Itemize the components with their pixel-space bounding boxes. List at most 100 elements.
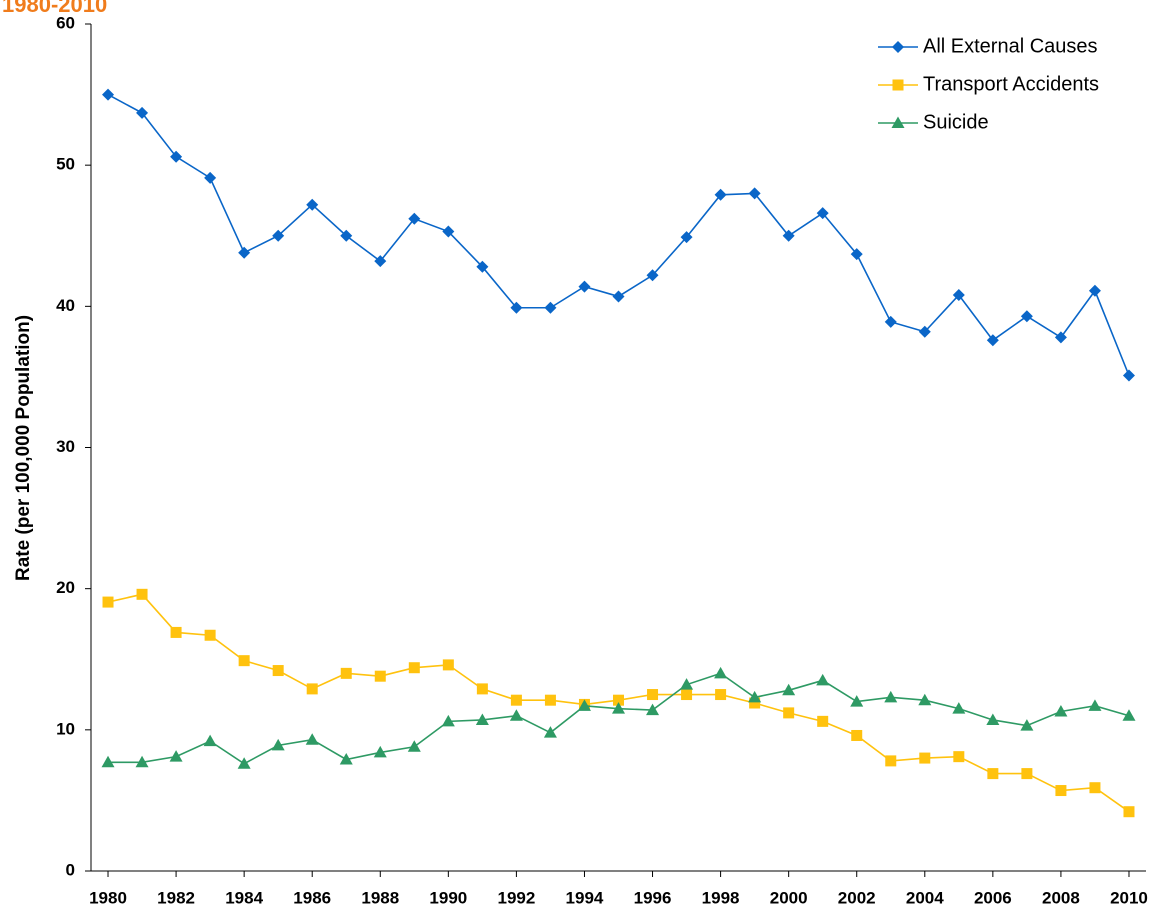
point bbox=[748, 187, 761, 200]
point bbox=[714, 188, 727, 201]
legend-label: Suicide bbox=[923, 111, 989, 133]
point bbox=[204, 171, 217, 184]
point bbox=[783, 707, 795, 719]
point bbox=[646, 703, 660, 716]
point bbox=[374, 670, 386, 682]
x-tick-label: 1986 bbox=[293, 888, 331, 907]
point bbox=[442, 225, 455, 238]
point bbox=[101, 755, 115, 768]
point bbox=[476, 683, 488, 695]
point bbox=[272, 229, 285, 242]
point bbox=[987, 768, 999, 780]
point bbox=[613, 694, 624, 706]
y-tick-label: 60 bbox=[56, 13, 75, 32]
x-tick-label: 2010 bbox=[1110, 888, 1148, 907]
x-tick-label: 2002 bbox=[838, 888, 876, 907]
point bbox=[1020, 310, 1033, 323]
x-tick-label: 2000 bbox=[770, 888, 808, 907]
point bbox=[441, 714, 455, 727]
point bbox=[136, 588, 148, 600]
point bbox=[339, 752, 353, 765]
point bbox=[578, 280, 591, 293]
point bbox=[817, 715, 829, 727]
point bbox=[509, 709, 523, 721]
point bbox=[1123, 806, 1135, 818]
chart-subtitle: 1980-2010 bbox=[2, 0, 107, 17]
point bbox=[170, 626, 182, 638]
y-tick-label: 50 bbox=[56, 155, 75, 174]
point bbox=[306, 683, 318, 695]
legend-marker bbox=[892, 79, 904, 91]
point bbox=[851, 729, 863, 741]
point bbox=[749, 697, 761, 709]
point bbox=[953, 751, 965, 763]
point bbox=[135, 755, 149, 768]
y-axis-label: Rate (per 100,000 Population) bbox=[13, 315, 34, 581]
point bbox=[306, 198, 319, 211]
legend-label: Transport Accidents bbox=[923, 73, 1099, 95]
y-tick-label: 30 bbox=[56, 437, 75, 456]
point bbox=[884, 690, 898, 703]
point bbox=[919, 752, 931, 764]
point bbox=[476, 260, 489, 273]
point bbox=[884, 315, 897, 328]
point bbox=[952, 702, 966, 714]
point bbox=[408, 212, 421, 225]
x-tick-label: 1980 bbox=[89, 888, 127, 907]
point bbox=[715, 689, 727, 701]
point bbox=[169, 750, 183, 762]
point bbox=[986, 334, 999, 347]
point bbox=[238, 246, 251, 259]
point bbox=[203, 734, 217, 747]
point bbox=[612, 290, 625, 303]
point bbox=[647, 689, 659, 701]
y-tick-label: 20 bbox=[56, 578, 75, 597]
y-tick-label: 0 bbox=[66, 860, 75, 879]
point bbox=[748, 690, 762, 703]
point bbox=[885, 755, 897, 767]
x-tick-label: 1984 bbox=[225, 888, 263, 907]
point bbox=[238, 655, 250, 667]
point bbox=[1089, 782, 1101, 794]
point bbox=[1054, 704, 1068, 717]
x-tick-label: 1998 bbox=[702, 888, 740, 907]
point bbox=[544, 694, 556, 706]
legend-label: All External Causes bbox=[923, 35, 1098, 57]
point bbox=[1088, 699, 1102, 711]
point bbox=[1054, 331, 1067, 344]
point bbox=[714, 666, 728, 679]
point bbox=[136, 106, 149, 119]
point bbox=[408, 662, 420, 674]
point bbox=[340, 229, 353, 242]
point bbox=[340, 667, 352, 679]
legend-marker bbox=[891, 116, 905, 128]
point bbox=[170, 150, 183, 163]
x-tick-label: 1988 bbox=[361, 888, 399, 907]
point bbox=[204, 629, 216, 641]
point bbox=[850, 695, 864, 707]
y-tick-label: 10 bbox=[56, 719, 75, 738]
point bbox=[577, 699, 591, 711]
point bbox=[918, 325, 931, 338]
x-tick-label: 2006 bbox=[974, 888, 1012, 907]
legend-marker bbox=[892, 41, 904, 53]
x-tick-label: 1996 bbox=[634, 888, 672, 907]
point bbox=[271, 738, 285, 751]
point bbox=[782, 683, 796, 696]
point bbox=[986, 713, 1000, 725]
point bbox=[1088, 284, 1101, 297]
point bbox=[681, 689, 693, 701]
point bbox=[1122, 369, 1135, 382]
x-tick-label: 1992 bbox=[497, 888, 535, 907]
point bbox=[442, 659, 454, 671]
x-tick-label: 2004 bbox=[906, 888, 944, 907]
x-tick-label: 1990 bbox=[429, 888, 467, 907]
x-tick-label: 1994 bbox=[566, 888, 604, 907]
point bbox=[510, 301, 523, 314]
x-tick-label: 2008 bbox=[1042, 888, 1080, 907]
point bbox=[1021, 768, 1033, 780]
point bbox=[272, 665, 284, 677]
point bbox=[816, 207, 829, 220]
